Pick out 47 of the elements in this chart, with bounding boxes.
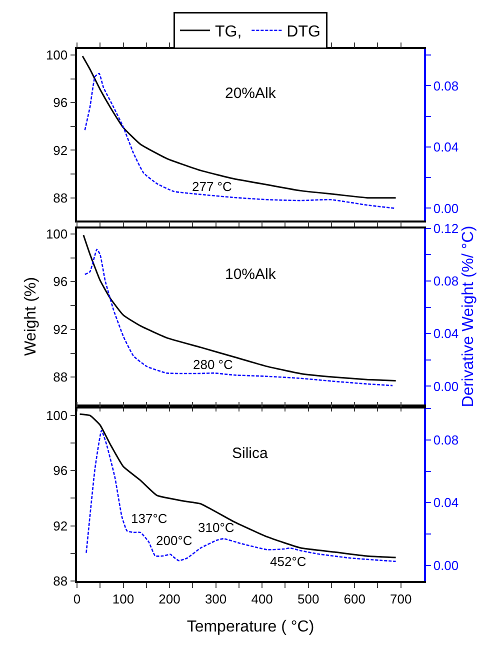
x-axis-title: Temperature ( °C) bbox=[186, 618, 314, 636]
y2-tick-label: 0.04 bbox=[433, 495, 459, 510]
y-tick-label: 96 bbox=[53, 274, 68, 290]
y2-tick-label: 0.00 bbox=[433, 200, 459, 216]
y2-tick-label: 0.00 bbox=[433, 378, 459, 394]
x-tick-label: 100 bbox=[112, 591, 134, 606]
annotation: 280 °C bbox=[193, 357, 233, 372]
x-tick-label: 700 bbox=[390, 591, 412, 606]
line-series bbox=[84, 72, 396, 209]
x-tick-label: 0 bbox=[73, 591, 81, 606]
legend-label: TG, bbox=[215, 24, 242, 41]
legend-label: DTG bbox=[286, 24, 320, 41]
y2-tick-label: 0.04 bbox=[433, 326, 459, 342]
y-tick-label: 88 bbox=[53, 190, 68, 206]
annotation: 277 °C bbox=[192, 179, 232, 194]
y2-tick-label: 0.08 bbox=[433, 432, 459, 448]
y-tick-label: 100 bbox=[46, 226, 68, 242]
text: 20%Alk bbox=[225, 85, 276, 102]
x-tick-label: 200 bbox=[158, 591, 180, 606]
line-series bbox=[79, 413, 397, 558]
text: 10%Alk bbox=[225, 266, 276, 283]
y-tick-label: 100 bbox=[46, 408, 68, 424]
annotation: 452°C bbox=[270, 554, 306, 569]
y-axis-title: Weight (%) bbox=[22, 277, 40, 356]
y-tick-label: 96 bbox=[53, 95, 68, 110]
x-tick-label: 500 bbox=[297, 591, 320, 606]
x-tick-label: 300 bbox=[204, 591, 227, 606]
y-tick-label: 88 bbox=[53, 574, 68, 589]
y-tick-label: 92 bbox=[53, 142, 68, 158]
y-tick-label: 88 bbox=[53, 370, 68, 385]
y2-tick-label: 0.08 bbox=[433, 78, 459, 94]
text: Silica bbox=[232, 445, 268, 462]
annotation: 137°C bbox=[131, 511, 168, 526]
y-tick-label: 96 bbox=[53, 463, 68, 478]
line-series bbox=[82, 55, 397, 199]
y2-axis-title: Derivative Weight (%/ °C) bbox=[460, 226, 477, 408]
y2-tick-label: 0.08 bbox=[433, 273, 459, 288]
x-tick-label: 400 bbox=[251, 591, 273, 606]
y2-tick-label: 0.04 bbox=[433, 140, 459, 155]
annotation: 200°C bbox=[156, 533, 192, 548]
y2-tick-label: 0.00 bbox=[433, 558, 459, 573]
y2-tick-label: 0.12 bbox=[433, 220, 459, 236]
y-tick-label: 92 bbox=[53, 322, 68, 337]
y-tick-label: 92 bbox=[53, 518, 68, 534]
y-tick-label: 100 bbox=[46, 48, 68, 62]
x-tick-label: 600 bbox=[344, 591, 366, 606]
annotation: 310°C bbox=[198, 520, 234, 535]
